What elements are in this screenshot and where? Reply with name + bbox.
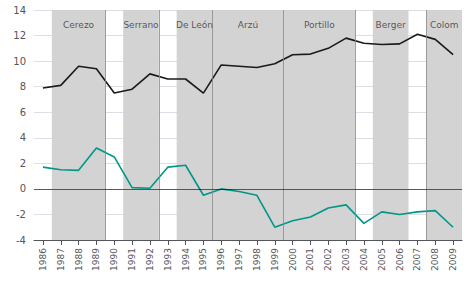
svg-text:1995: 1995 — [198, 248, 208, 271]
svg-text:Cerezo: Cerezo — [63, 20, 95, 30]
svg-text:Serrano: Serrano — [123, 20, 159, 30]
svg-text:2005: 2005 — [377, 248, 387, 271]
svg-text:Colom: Colom — [430, 20, 459, 30]
svg-text:1996: 1996 — [216, 248, 226, 271]
svg-text:1989: 1989 — [91, 248, 101, 271]
svg-text:1992: 1992 — [145, 248, 155, 271]
svg-text:-2: -2 — [16, 209, 26, 220]
svg-text:12: 12 — [13, 30, 26, 41]
svg-text:10: 10 — [13, 56, 26, 67]
svg-text:Berger: Berger — [376, 20, 407, 30]
svg-text:2004: 2004 — [359, 248, 369, 271]
svg-text:1987: 1987 — [56, 248, 66, 271]
svg-text:2006: 2006 — [395, 248, 405, 271]
svg-text:1998: 1998 — [252, 248, 262, 271]
svg-text:2: 2 — [20, 158, 26, 169]
svg-text:6: 6 — [20, 107, 26, 118]
svg-text:2009: 2009 — [448, 248, 458, 271]
svg-text:1986: 1986 — [38, 248, 48, 271]
svg-text:1991: 1991 — [127, 248, 137, 271]
svg-text:1988: 1988 — [74, 248, 84, 271]
svg-text:De León: De León — [176, 20, 213, 30]
svg-text:2003: 2003 — [341, 248, 351, 271]
svg-text:8: 8 — [20, 81, 26, 92]
svg-text:1997: 1997 — [234, 248, 244, 271]
svg-text:-4: -4 — [16, 235, 26, 246]
svg-text:Portillo: Portillo — [304, 20, 335, 30]
svg-text:1990: 1990 — [109, 248, 119, 271]
svg-text:4: 4 — [20, 132, 26, 143]
svg-text:2001: 2001 — [305, 248, 315, 271]
svg-text:1999: 1999 — [270, 248, 280, 271]
svg-text:2000: 2000 — [288, 248, 298, 271]
svg-text:1994: 1994 — [181, 248, 191, 271]
svg-text:14: 14 — [13, 5, 26, 16]
svg-text:Arzú: Arzú — [238, 20, 258, 30]
svg-text:2008: 2008 — [430, 248, 440, 271]
svg-text:1993: 1993 — [163, 248, 173, 271]
svg-text:0: 0 — [20, 183, 26, 194]
svg-text:2002: 2002 — [323, 248, 333, 271]
svg-text:2007: 2007 — [412, 248, 422, 271]
